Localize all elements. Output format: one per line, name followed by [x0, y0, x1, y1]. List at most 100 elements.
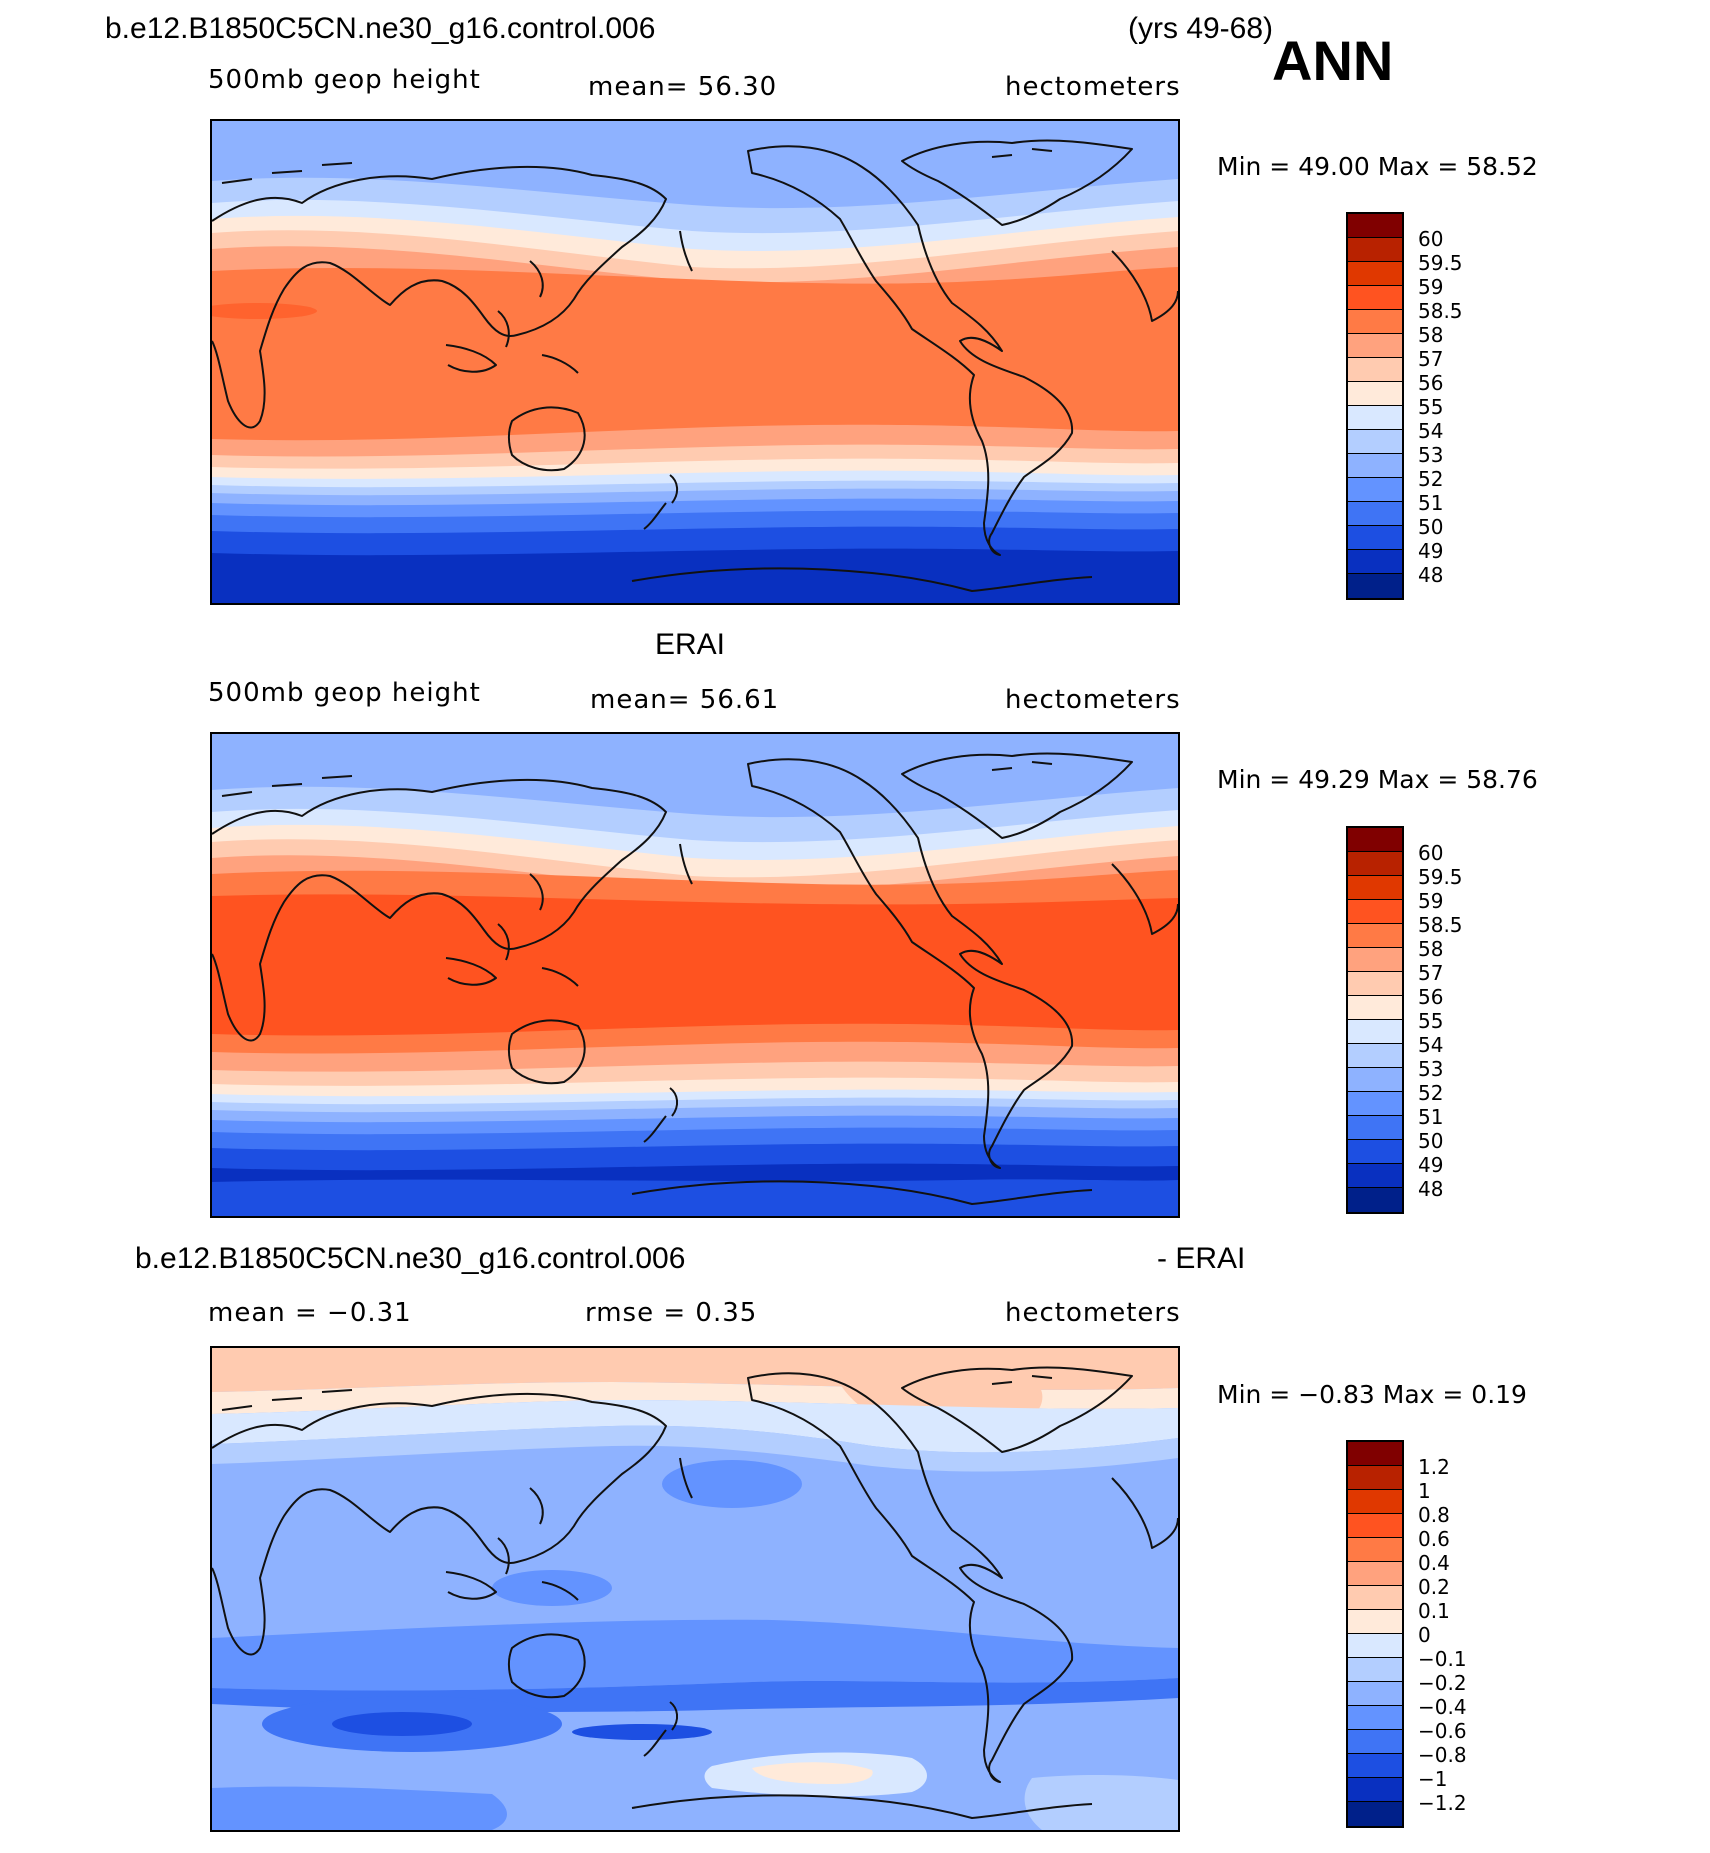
colorbar-label: 56 [1418, 371, 1444, 395]
colorbar-swatch [1348, 1092, 1402, 1116]
colorbar-label: 48 [1418, 563, 1444, 587]
colorbar-label: 60 [1418, 227, 1444, 251]
colorbar-label: 0 [1418, 1623, 1431, 1647]
colorbar-label: 1.2 [1418, 1455, 1450, 1479]
colorbar-swatch [1348, 1020, 1402, 1044]
colorbar-swatch [1348, 382, 1402, 406]
colorbar-swatch [1348, 526, 1402, 550]
colorbar-swatch [1348, 1116, 1402, 1140]
colorbar-label: 60 [1418, 841, 1444, 865]
colorbar-label: 1 [1418, 1479, 1431, 1503]
colorbar-label: 59 [1418, 275, 1444, 299]
panel2-map [210, 732, 1180, 1218]
panel2-colorbar [1346, 826, 1404, 1214]
colorbar-swatch [1348, 1802, 1402, 1826]
colorbar-label: 55 [1418, 1009, 1444, 1033]
colorbar-swatch [1348, 1140, 1402, 1164]
panel1-colorbar [1346, 212, 1404, 600]
colorbar-swatch [1348, 1068, 1402, 1092]
panel3-units: hectometers [1005, 1298, 1181, 1328]
panel3-mean: mean = −0.31 [208, 1298, 412, 1328]
panel2-variable: 500mb geop height [208, 678, 481, 708]
colorbar-swatch [1348, 1610, 1402, 1634]
colorbar-swatch [1348, 852, 1402, 876]
colorbar-swatch [1348, 924, 1402, 948]
colorbar-label: −0.2 [1418, 1671, 1467, 1695]
colorbar-label: −1.2 [1418, 1791, 1467, 1815]
years-label: (yrs 49-68) [1128, 12, 1274, 45]
colorbar-swatch [1348, 1586, 1402, 1610]
colorbar-swatch [1348, 550, 1402, 574]
colorbar-swatch [1348, 214, 1402, 238]
colorbar-label: 59 [1418, 889, 1444, 913]
colorbar-swatch [1348, 1490, 1402, 1514]
colorbar-swatch [1348, 1682, 1402, 1706]
panel3-title-left: b.e12.B1850C5CN.ne30_g16.control.006 [135, 1242, 686, 1275]
colorbar-label: 55 [1418, 395, 1444, 419]
colorbar-label: 58.5 [1418, 913, 1463, 937]
colorbar-label: −0.8 [1418, 1743, 1467, 1767]
panel2-minmax: Min = 49.29 Max = 58.76 [1217, 765, 1538, 794]
colorbar-swatch [1348, 900, 1402, 924]
colorbar-swatch [1348, 502, 1402, 526]
colorbar-swatch [1348, 262, 1402, 286]
colorbar-swatch [1348, 1514, 1402, 1538]
colorbar-label: 0.1 [1418, 1599, 1450, 1623]
colorbar-label: 59.5 [1418, 251, 1463, 275]
panel2-units: hectometers [1005, 685, 1181, 715]
colorbar-label: 53 [1418, 1057, 1444, 1081]
panel1-units: hectometers [1005, 72, 1181, 102]
colorbar-label: 59.5 [1418, 865, 1463, 889]
panel3-title-right: - ERAI [1157, 1242, 1246, 1275]
colorbar-swatch [1348, 1634, 1402, 1658]
season-label: ANN [1272, 29, 1394, 92]
colorbar-label: 50 [1418, 515, 1444, 539]
colorbar-swatch [1348, 1754, 1402, 1778]
colorbar-label: −0.1 [1418, 1647, 1467, 1671]
colorbar-swatch [1348, 1164, 1402, 1188]
colorbar-label: −0.6 [1418, 1719, 1467, 1743]
panel1-variable: 500mb geop height [208, 65, 481, 95]
colorbar-swatch [1348, 1466, 1402, 1490]
panel1-minmax: Min = 49.00 Max = 58.52 [1217, 152, 1538, 181]
colorbar-label: 0.2 [1418, 1575, 1450, 1599]
colorbar-swatch [1348, 310, 1402, 334]
panel2-title: ERAI [655, 628, 726, 661]
panel2-mean: mean= 56.61 [590, 685, 780, 715]
colorbar-label: 57 [1418, 961, 1444, 985]
colorbar-label: 51 [1418, 1105, 1444, 1129]
panel1-map-svg [212, 121, 1178, 603]
colorbar-label: 48 [1418, 1177, 1444, 1201]
colorbar-swatch [1348, 1538, 1402, 1562]
colorbar-label: 58 [1418, 937, 1444, 961]
colorbar-swatch [1348, 1044, 1402, 1068]
colorbar-label: 0.4 [1418, 1551, 1450, 1575]
colorbar-label: 56 [1418, 985, 1444, 1009]
panel1-map [210, 119, 1180, 605]
colorbar-swatch [1348, 876, 1402, 900]
panel3-rmse: rmse = 0.35 [585, 1298, 758, 1328]
colorbar-swatch [1348, 828, 1402, 852]
colorbar-swatch [1348, 1778, 1402, 1802]
colorbar-label: 57 [1418, 347, 1444, 371]
colorbar-swatch [1348, 238, 1402, 262]
colorbar-label: 54 [1418, 1033, 1444, 1057]
colorbar-swatch [1348, 1730, 1402, 1754]
colorbar-swatch [1348, 478, 1402, 502]
colorbar-swatch [1348, 334, 1402, 358]
colorbar-label: 0.6 [1418, 1527, 1450, 1551]
colorbar-swatch [1348, 1442, 1402, 1466]
colorbar-swatch [1348, 1658, 1402, 1682]
colorbar-label: 49 [1418, 1153, 1444, 1177]
colorbar-swatch [1348, 1562, 1402, 1586]
colorbar-swatch [1348, 948, 1402, 972]
colorbar-swatch [1348, 454, 1402, 478]
panel1-mean: mean= 56.30 [588, 72, 778, 102]
colorbar-label: 53 [1418, 443, 1444, 467]
colorbar-label: 51 [1418, 491, 1444, 515]
colorbar-label: 54 [1418, 419, 1444, 443]
colorbar-label: −0.4 [1418, 1695, 1467, 1719]
colorbar-swatch [1348, 430, 1402, 454]
colorbar-label: 50 [1418, 1129, 1444, 1153]
panel3-minmax: Min = −0.83 Max = 0.19 [1217, 1380, 1527, 1409]
